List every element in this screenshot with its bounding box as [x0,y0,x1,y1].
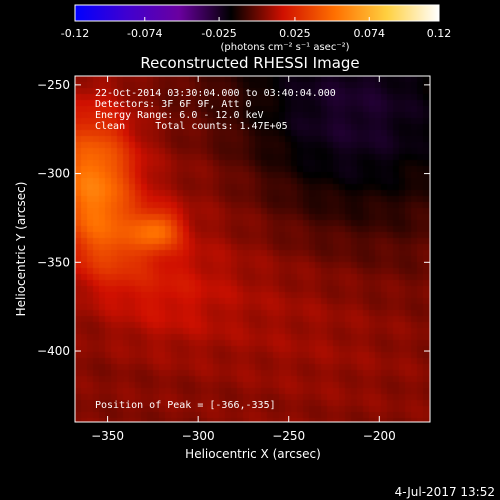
axis-ticks: −350 −300 −250 −200 −250 −300 −350 −400 [37,76,430,443]
chart-title: Reconstructed RHESSI Image [140,54,359,72]
colorbar-gradient [74,4,440,22]
colorbar-ticks: -0.12 -0.074 -0.025 0.025 0.074 0.12 [61,17,451,40]
x-tick-label: −200 [363,429,396,443]
colorbar: -0.12 -0.074 -0.025 0.025 0.074 0.12 (photons… [61,4,451,53]
annotation-counts: Clean Total counts: 1.47E+05 [95,121,288,132]
y-tick-label: −250 [37,78,70,92]
footer-date: 4-Jul-2017 13:52 [395,485,495,499]
heatmap-plot: −350 −300 −250 −200 −250 −300 −350 −400 [37,75,431,443]
y-tick-label: −400 [37,344,70,358]
colorbar-tick-label: -0.025 [201,27,236,40]
x-tick-label: −350 [91,429,124,443]
annotation-detectors: Detectors: 3F 6F 9F, Att 0 [95,99,252,110]
colorbar-tick-label: -0.074 [127,27,162,40]
annotation-block: 22-Oct-2014 03:30:04.000 to 03:40:04.000… [95,88,336,411]
annotation-time: 22-Oct-2014 03:30:04.000 to 03:40:04.000 [95,88,336,99]
colorbar-tick-label: 0.074 [353,27,385,40]
colorbar-tick-label: 0.12 [427,27,452,40]
annotation-energy: Energy Range: 6.0 - 12.0 keV [95,110,264,121]
y-axis-label: Heliocentric Y (arcsec) [14,182,28,317]
colorbar-units: (photons cm⁻² s⁻¹ asec⁻²) [220,42,349,53]
peak-position-label: Position of Peak = [-366,-335] [95,400,276,411]
y-tick-label: −300 [37,167,70,181]
x-axis-label: Heliocentric X (arcsec) [185,447,321,461]
x-tick-label: −250 [272,429,305,443]
y-tick-label: −350 [37,255,70,269]
plot-frame [74,75,431,423]
colorbar-tick-label: -0.12 [61,27,89,40]
x-tick-label: −300 [182,429,215,443]
colorbar-tick-label: 0.025 [279,27,311,40]
heatmap-canvas [75,76,430,422]
